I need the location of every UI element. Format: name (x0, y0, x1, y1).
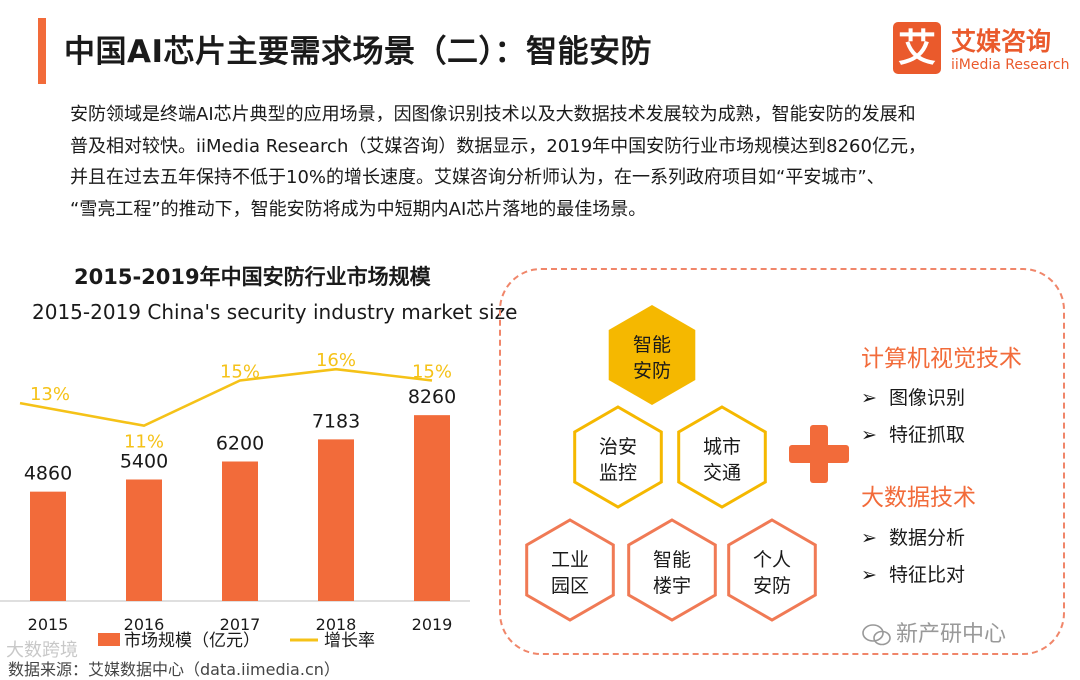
tech-group-title: 大数据技术 (861, 485, 976, 511)
tech-item: ➢ 特征比对 (861, 560, 965, 587)
intro-line: “雪亮工程”的推动下，智能安防将成为中短期内AI芯片落地的最佳场景。 (70, 198, 647, 220)
bar (318, 439, 354, 601)
bar-value-label: 6200 (216, 433, 264, 455)
tech-item-label: 数据分析 (889, 527, 966, 549)
tech-item: ➢ 图像识别 (861, 383, 965, 410)
hexagon-label: 楼宇 (653, 575, 691, 597)
brand-logo-mark: 艾 (893, 22, 941, 74)
brand-name: 艾媒咨询 (951, 27, 1052, 56)
hexagon-label: 城市 (703, 436, 741, 458)
arrow-icon: ➢ (861, 564, 877, 586)
hexagon (627, 518, 717, 622)
title-accent-bar (38, 18, 46, 84)
hexagon (677, 405, 767, 509)
intro-line: 普及相对较快。iiMedia Research（艾媒咨询）数据显示，2019年中… (70, 135, 926, 157)
bar (30, 491, 66, 601)
bar-value-label: 4860 (24, 463, 72, 485)
line-value-label: 16% (316, 350, 356, 371)
hexagon-label: 安防 (753, 575, 791, 597)
arrow-icon: ➢ (861, 387, 877, 409)
tech-item: ➢ 特征抓取 (861, 420, 965, 447)
plus-icon (810, 425, 828, 483)
bar (414, 415, 450, 601)
watermark-left: 大数跨境 (6, 640, 78, 661)
intro-line: 并且在过去五年保持不低于10%的增长速度。艾媒咨询分析师认为，在一系列政府项目如… (70, 167, 885, 188)
line-value-label: 13% (30, 384, 70, 405)
scenario-diagram-frame (499, 268, 1065, 655)
bar-value-label: 7183 (312, 410, 360, 432)
arrow-icon: ➢ (861, 424, 877, 446)
bar-value-label: 5400 (120, 451, 168, 473)
hexagon-label: 个人 (753, 549, 791, 571)
hexagon-label: 监控 (599, 462, 637, 484)
arrow-icon: ➢ (861, 527, 877, 549)
legend-label: 增长率 (324, 631, 375, 651)
hexagon (573, 405, 663, 509)
hexagon-label: 工业 (551, 549, 589, 571)
hexagon (608, 305, 696, 405)
x-tick-label: 2017 (220, 615, 261, 634)
x-tick-label: 2018 (316, 615, 357, 634)
wechat-icon (862, 624, 891, 646)
hexagon-label: 智能 (653, 549, 691, 571)
hexagon-label: 园区 (551, 575, 589, 597)
line-value-label: 15% (412, 362, 452, 383)
legend-swatch (98, 633, 120, 646)
x-tick-label: 2016 (124, 615, 165, 634)
x-tick-label: 2015 (28, 615, 69, 634)
hexagon (727, 518, 817, 622)
tech-item-label: 特征比对 (889, 564, 966, 586)
legend-label: 市场规模（亿元） (124, 631, 260, 651)
x-tick-label: 2019 (412, 615, 453, 634)
tech-item: ➢ 数据分析 (861, 523, 965, 550)
intro-paragraph: 安防领域是终端AI芯片典型的应用场景，因图像识别技术以及大数据技术发展较为成熟，… (70, 99, 1050, 225)
hexagon-label: 安防 (633, 360, 671, 382)
chart-subtitle: 2015-2019 China's security industry mark… (32, 300, 518, 324)
line-value-label: 11% (124, 432, 164, 453)
hexagon-label: 治安 (599, 436, 637, 458)
market-size-chart: 4860 2015 5400 2016 6200 2017 7183 2018 8260 2019… (0, 350, 470, 651)
hexagon-label: 交通 (703, 462, 741, 484)
hexagon (525, 518, 615, 622)
intro-line: 安防领域是终端AI芯片典型的应用场景，因图像识别技术以及大数据技术发展较为成熟，… (70, 104, 916, 125)
bar (222, 461, 258, 601)
bar-value-label: 8260 (408, 386, 456, 408)
data-source: 数据来源：艾媒数据中心（data.iimedia.cn） (8, 660, 340, 679)
growth-line (19, 367, 433, 428)
tech-group-title: 计算机视觉技术 (861, 346, 1022, 372)
watermark-right-label: 新产研中心 (896, 622, 1007, 647)
hexagon-label: 智能 (633, 334, 671, 356)
tech-item-label: 特征抓取 (889, 424, 966, 446)
watermark-right: 新产研中心 (862, 616, 1006, 648)
chart-title: 2015-2019年中国安防行业市场规模 (74, 265, 431, 289)
brand-logo: 艾 艾媒咨询 iiMedia Research (893, 20, 1070, 80)
brand-subtitle: iiMedia Research (951, 57, 1070, 73)
line-value-label: 15% (220, 362, 260, 383)
bar (126, 479, 162, 601)
tech-item-label: 图像识别 (889, 387, 966, 409)
page-title: 中国AI芯片主要需求场景（二）：智能安防 (64, 34, 653, 70)
